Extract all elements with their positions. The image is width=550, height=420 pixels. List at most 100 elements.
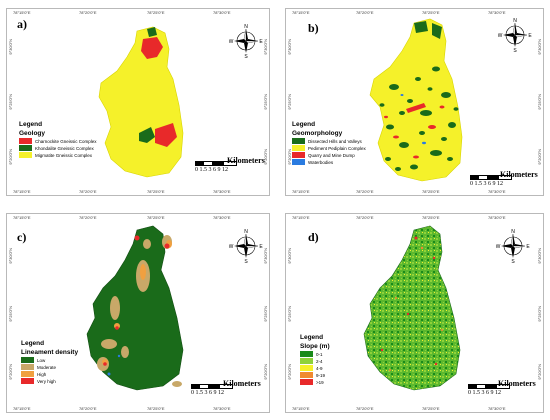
- scale-numbers: 0 1.5 3 6 9 12: [191, 390, 224, 396]
- lon-tick: 78°25'0"E: [422, 10, 440, 15]
- lon-tick: 78°20'0"E: [356, 406, 374, 411]
- legend-swatch: [292, 145, 305, 151]
- lon-tick: 78°25'0"E: [147, 189, 165, 194]
- lineament-density-map: [86, 225, 184, 391]
- north-label: N: [244, 24, 248, 30]
- west-label: W: [496, 244, 501, 250]
- legend-item-label: >19: [316, 379, 324, 385]
- legend-swatch: [300, 351, 313, 357]
- legend-title: Legend: [21, 340, 45, 347]
- scale-unit: Kilometers: [500, 170, 538, 179]
- north-label: N: [511, 229, 515, 235]
- legend-swatch: [300, 372, 313, 378]
- district-boundary: [369, 18, 463, 182]
- lon-tick: 78°30'0"E: [213, 215, 231, 220]
- lon-tick: 78°15'0"E: [13, 406, 31, 411]
- north-label: N: [513, 18, 517, 24]
- legend-item-label: Charnockite Gneissic Complex: [35, 138, 97, 144]
- lon-tick: 78°15'0"E: [13, 215, 31, 220]
- legend-subtitle: Slope (m): [300, 343, 330, 350]
- district-boundary: [98, 26, 184, 178]
- geomorphology-map: [369, 18, 463, 182]
- panel-label: d): [308, 230, 319, 244]
- legend-item: 2-4: [300, 358, 330, 364]
- legend: Legend Slope (m) 0-1 2-4 4-9 9-19 >19: [300, 334, 330, 385]
- legend-swatch: [19, 145, 32, 151]
- legend-item: 0-1: [300, 351, 330, 357]
- scale-bar: 0 1.5 3 6 9 12: [468, 384, 510, 396]
- lon-tick: 78°30'0"E: [488, 215, 506, 220]
- lon-tick: 78°15'0"E: [292, 215, 310, 220]
- legend-subtitle: Geomorphology: [292, 130, 343, 137]
- legend-item-label: Waterbodies: [308, 159, 334, 165]
- lon-tick: 78°15'0"E: [292, 10, 310, 15]
- scale-bar: 0 1.5 3 6 9 12: [195, 161, 237, 173]
- slope-map-panel: 78°15'0"E 78°20'0"E 78°25'0"E 78°30'0"E …: [285, 213, 544, 413]
- north-label: N: [244, 229, 248, 235]
- panel-label: b): [308, 21, 319, 35]
- east-label: E: [259, 39, 263, 45]
- legend-item: Quarry and Mine Dump: [292, 152, 366, 158]
- legend-item: Dissected Hills and Valleys: [292, 138, 366, 144]
- scale-bar: 0 1.5 3 6 9 12: [470, 175, 512, 187]
- legend-item: High: [21, 371, 78, 377]
- lon-tick: 78°20'0"E: [79, 189, 97, 194]
- geology-map-panel: 78°15'0"E 78°20'0"E 78°25'0"E 78°30'0"E …: [6, 8, 270, 196]
- legend-item: Pediment Pediplain Complex: [292, 145, 366, 151]
- geomorphology-map-panel: 78°15'0"E 78°20'0"E 78°25'0"E 78°30'0"E …: [285, 8, 544, 196]
- east-label: E: [259, 244, 263, 250]
- west-label: W: [229, 39, 234, 45]
- legend-item-label: Quarry and Mine Dump: [308, 152, 355, 158]
- legend-item-label: 2-4: [316, 358, 323, 364]
- lon-tick: 78°25'0"E: [422, 406, 440, 411]
- waterbody-marks: [107, 354, 121, 376]
- district-boundary: [363, 225, 461, 391]
- legend-item-label: Low: [37, 357, 46, 363]
- north-arrow-icon: N S W E: [229, 23, 264, 64]
- legend-swatch: [300, 358, 313, 364]
- south-label: S: [511, 259, 515, 264]
- lon-tick: 78°15'0"E: [292, 189, 310, 194]
- slope-map: [363, 225, 461, 391]
- north-arrow-icon: N S W E: [229, 228, 264, 269]
- south-label: S: [513, 48, 517, 53]
- lon-tick: 78°20'0"E: [356, 10, 374, 15]
- lon-tick: 78°25'0"E: [147, 10, 165, 15]
- lon-tick: 78°15'0"E: [292, 406, 310, 411]
- waterbodies: [400, 94, 426, 145]
- lon-tick: 78°30'0"E: [488, 406, 506, 411]
- quarry-mine-dump: [384, 103, 445, 159]
- scale-numbers: 0 1.5 3 6 9 12: [470, 181, 503, 187]
- legend-swatch: [300, 365, 313, 371]
- legend-swatch: [300, 379, 313, 385]
- legend-item: Waterbodies: [292, 159, 366, 165]
- legend-title: Legend: [292, 121, 316, 128]
- panel-label: a): [17, 17, 27, 31]
- steep-slope-marks: [380, 236, 438, 366]
- legend-item-label: Khondalite Gneissic Complex: [35, 145, 94, 151]
- legend-item-label: Pediment Pediplain Complex: [308, 145, 366, 151]
- legend-title: Legend: [300, 334, 324, 341]
- very-high-density: [103, 235, 170, 366]
- legend-item-label: Moderate: [37, 364, 57, 370]
- legend-swatch: [21, 357, 34, 363]
- lon-tick: 78°15'0"E: [13, 10, 31, 15]
- lon-tick: 78°20'0"E: [356, 215, 374, 220]
- scale-numbers: 0 1.5 3 6 9 12: [195, 167, 228, 173]
- east-label: E: [528, 33, 532, 39]
- scale-unit: Kilometers: [223, 379, 261, 388]
- legend-item-label: Very high: [37, 378, 56, 384]
- moderate-slope-marks: [389, 246, 443, 371]
- legend-item-label: High: [37, 371, 47, 377]
- lon-tick: 78°20'0"E: [79, 10, 97, 15]
- panel-label: c): [17, 230, 27, 244]
- lineament-density-map-panel: 78°15'0"E 78°20'0"E 78°25'0"E 78°30'0"E …: [6, 213, 270, 413]
- legend-item-label: 4-9: [316, 365, 323, 371]
- west-label: W: [498, 33, 503, 39]
- west-label: W: [229, 244, 234, 250]
- lon-tick: 78°20'0"E: [79, 215, 97, 220]
- legend-swatch: [21, 371, 34, 377]
- legend-item: Khondalite Gneissic Complex: [19, 145, 97, 151]
- lon-tick: 78°30'0"E: [213, 406, 231, 411]
- charnockite-zone: [155, 123, 177, 147]
